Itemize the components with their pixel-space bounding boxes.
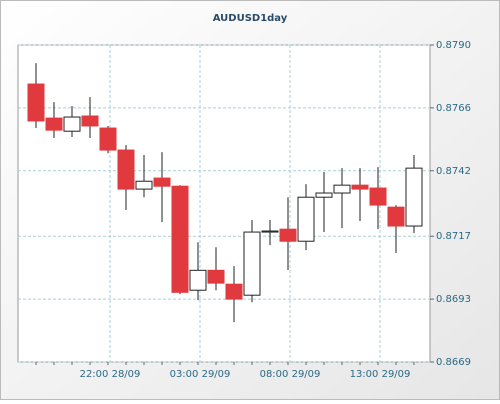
candle-body [279, 228, 297, 242]
candle-body [207, 269, 225, 284]
candle-body [243, 231, 261, 296]
candle-body [261, 230, 279, 233]
candle-body [81, 115, 99, 127]
candle-body [63, 116, 81, 132]
chart-title: AUDUSD1day [213, 13, 288, 24]
x-tick-label: 13:00 29/09 [350, 369, 411, 380]
candle-body [405, 167, 423, 227]
candle-body [315, 192, 333, 198]
candle-body [333, 184, 351, 194]
x-tick-label: 08:00 29/09 [260, 369, 321, 380]
candle-body [351, 184, 369, 190]
x-tick-label: 22:00 28/09 [80, 369, 141, 380]
candle-body [45, 117, 63, 131]
plot-area [17, 44, 431, 363]
candle-body [99, 127, 117, 151]
x-tick-label: 03:00 29/09 [170, 369, 231, 380]
candle-body [297, 196, 315, 242]
candle-body [171, 185, 189, 293]
candle-body [27, 83, 45, 122]
y-tick-label: 0.8669 [436, 357, 471, 368]
candle-body [387, 206, 405, 227]
candle-body [369, 187, 387, 206]
y-tick-label: 0.8693 [436, 294, 471, 305]
candle-body [153, 177, 171, 187]
y-tick-label: 0.8742 [436, 166, 471, 177]
y-tick-label: 0.8790 [436, 40, 471, 51]
y-tick-label: 0.8766 [436, 103, 471, 114]
candle-body [225, 283, 243, 300]
candle-body [135, 180, 153, 190]
y-tick-label: 0.8717 [436, 231, 471, 242]
candle-body [189, 269, 207, 291]
candle-body [117, 149, 135, 190]
